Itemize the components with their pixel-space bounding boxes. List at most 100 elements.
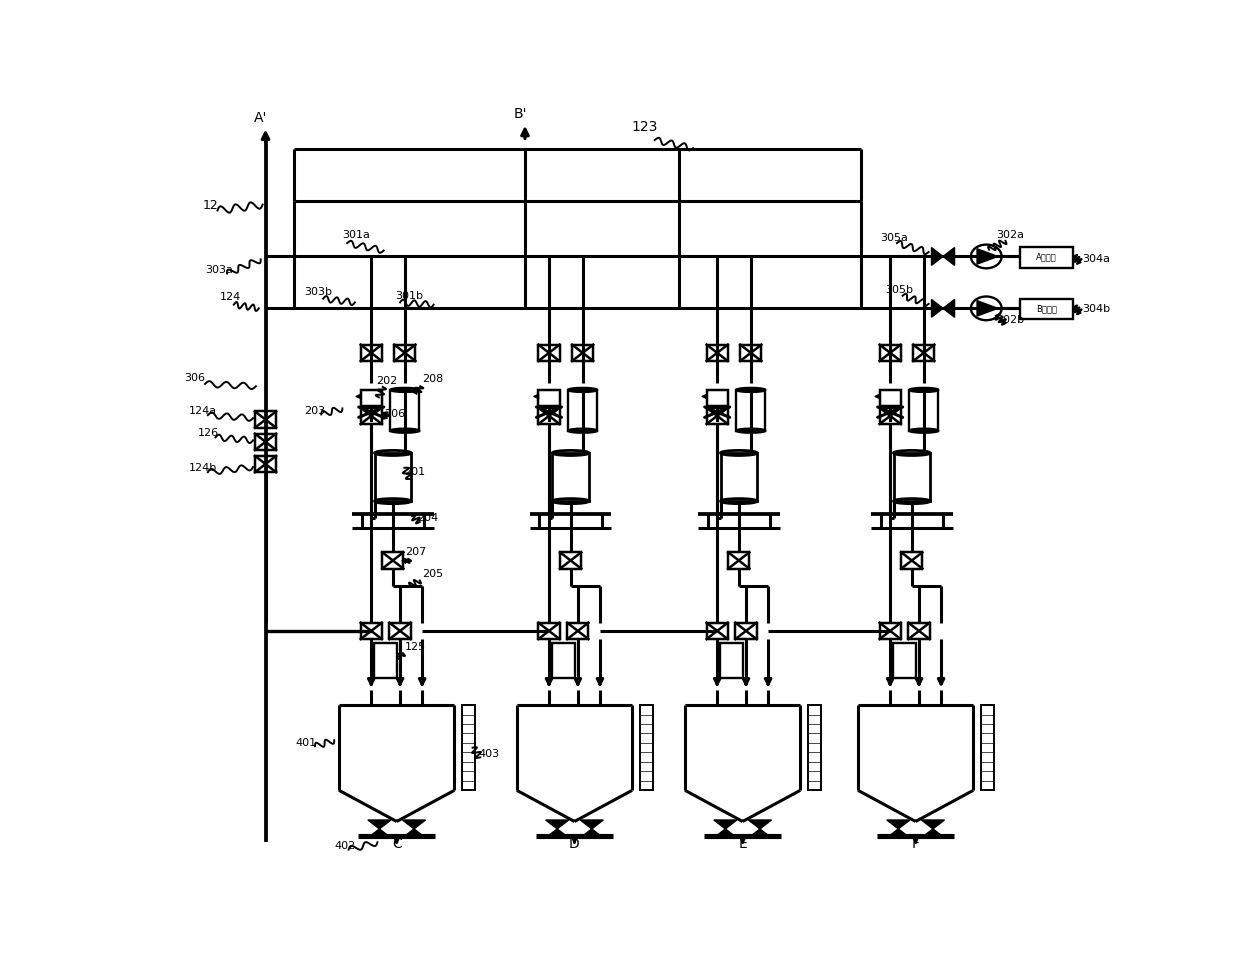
Bar bbox=[707, 390, 728, 406]
Bar bbox=[737, 390, 765, 430]
Polygon shape bbox=[887, 820, 910, 829]
Bar bbox=[552, 453, 589, 501]
Bar bbox=[707, 345, 728, 361]
Text: 303b: 303b bbox=[304, 287, 332, 298]
Bar bbox=[538, 390, 559, 406]
Text: 12: 12 bbox=[203, 199, 218, 212]
Text: 203: 203 bbox=[304, 405, 325, 416]
Bar bbox=[720, 453, 758, 501]
Bar bbox=[909, 390, 939, 430]
Bar bbox=[981, 705, 994, 791]
Text: 304a: 304a bbox=[1083, 254, 1110, 264]
Text: 301b: 301b bbox=[396, 291, 423, 300]
Text: 125: 125 bbox=[404, 641, 427, 652]
Text: 401: 401 bbox=[296, 738, 317, 747]
Bar bbox=[879, 390, 900, 406]
Text: B杀菌剂: B杀菌剂 bbox=[1035, 304, 1056, 314]
Polygon shape bbox=[546, 829, 569, 838]
Polygon shape bbox=[368, 829, 391, 838]
Bar bbox=[255, 433, 277, 450]
Text: 403: 403 bbox=[479, 749, 500, 759]
Bar bbox=[538, 623, 559, 639]
Polygon shape bbox=[580, 829, 604, 838]
Polygon shape bbox=[714, 820, 737, 829]
Text: 201: 201 bbox=[404, 467, 425, 477]
Polygon shape bbox=[749, 829, 771, 838]
Text: 402: 402 bbox=[335, 841, 356, 851]
Text: 206: 206 bbox=[383, 409, 404, 419]
Text: 303a: 303a bbox=[205, 265, 233, 275]
Bar bbox=[893, 642, 916, 678]
Text: 302a: 302a bbox=[996, 230, 1024, 240]
Bar bbox=[361, 345, 382, 361]
Bar bbox=[361, 390, 382, 406]
Bar bbox=[735, 623, 756, 639]
Bar bbox=[879, 407, 900, 424]
Bar bbox=[538, 345, 559, 361]
Text: 208: 208 bbox=[422, 374, 444, 384]
Text: B': B' bbox=[513, 108, 527, 121]
Bar bbox=[1019, 299, 1073, 320]
Text: D: D bbox=[569, 837, 580, 851]
Bar bbox=[391, 390, 419, 430]
Polygon shape bbox=[942, 247, 955, 266]
Text: 305a: 305a bbox=[880, 233, 909, 243]
Text: 207: 207 bbox=[405, 548, 427, 558]
Bar bbox=[255, 455, 277, 472]
Polygon shape bbox=[931, 299, 942, 317]
Text: 306: 306 bbox=[184, 373, 205, 382]
Bar bbox=[560, 553, 582, 568]
Text: 124b: 124b bbox=[188, 463, 217, 473]
Bar bbox=[640, 705, 653, 791]
Text: 126: 126 bbox=[198, 429, 219, 438]
Text: 205: 205 bbox=[422, 569, 443, 579]
Bar bbox=[707, 623, 728, 639]
Text: A杀菌剂: A杀菌剂 bbox=[1035, 252, 1056, 262]
Bar bbox=[538, 407, 559, 424]
Bar bbox=[361, 623, 382, 639]
Bar bbox=[374, 453, 412, 501]
Polygon shape bbox=[931, 247, 942, 266]
Polygon shape bbox=[714, 829, 737, 838]
Text: 124: 124 bbox=[219, 293, 241, 302]
Text: 304b: 304b bbox=[1083, 304, 1111, 314]
Text: 301a: 301a bbox=[342, 230, 371, 240]
Bar bbox=[374, 642, 397, 678]
Bar bbox=[389, 623, 410, 639]
Bar bbox=[808, 705, 821, 791]
Text: C: C bbox=[392, 837, 402, 851]
Bar bbox=[707, 407, 728, 424]
Bar bbox=[568, 390, 596, 430]
Polygon shape bbox=[921, 820, 945, 829]
Text: 204: 204 bbox=[417, 513, 438, 524]
Bar bbox=[255, 411, 277, 428]
Text: A': A' bbox=[254, 111, 268, 125]
Bar bbox=[728, 553, 749, 568]
Polygon shape bbox=[580, 820, 604, 829]
Polygon shape bbox=[887, 829, 910, 838]
Text: F: F bbox=[911, 837, 920, 851]
Text: 302b: 302b bbox=[996, 315, 1024, 325]
Polygon shape bbox=[403, 820, 425, 829]
Bar bbox=[394, 345, 415, 361]
Bar bbox=[1019, 247, 1073, 268]
Bar bbox=[740, 345, 761, 361]
Bar bbox=[567, 623, 589, 639]
Bar bbox=[913, 345, 935, 361]
Text: 124a: 124a bbox=[188, 405, 217, 416]
Polygon shape bbox=[942, 299, 955, 317]
Bar bbox=[901, 553, 923, 568]
Text: 305b: 305b bbox=[885, 285, 914, 295]
Bar bbox=[382, 553, 403, 568]
Bar bbox=[909, 623, 930, 639]
Polygon shape bbox=[749, 820, 771, 829]
Bar bbox=[879, 623, 900, 639]
Polygon shape bbox=[403, 829, 425, 838]
Text: E: E bbox=[738, 837, 746, 851]
Bar bbox=[572, 345, 593, 361]
Bar bbox=[720, 642, 743, 678]
Polygon shape bbox=[977, 248, 998, 264]
Bar bbox=[894, 453, 930, 501]
Bar bbox=[879, 345, 900, 361]
Polygon shape bbox=[546, 820, 569, 829]
